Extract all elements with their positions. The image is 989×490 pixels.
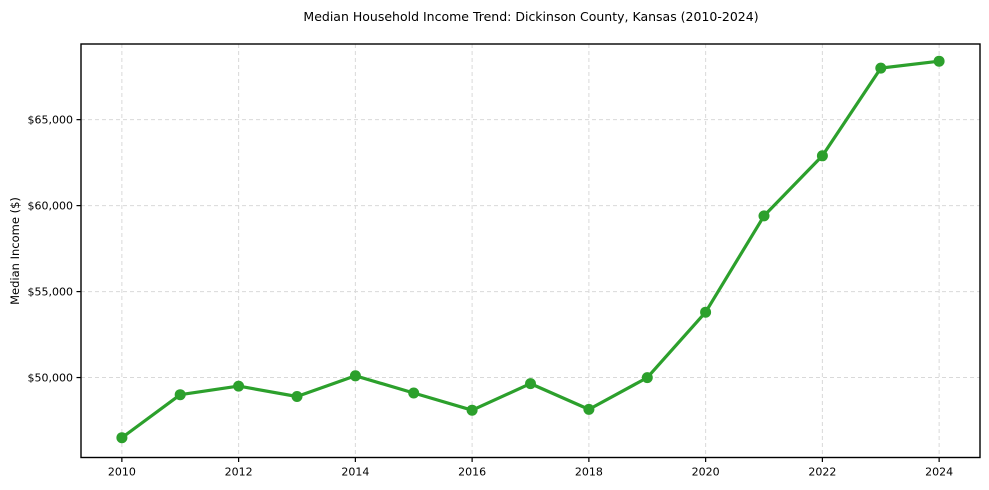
x-tick-label: 2024 <box>925 466 953 479</box>
grid-lines <box>81 44 980 458</box>
data-point-2012 <box>233 380 245 392</box>
data-point-2010 <box>116 432 128 444</box>
x-tick-label: 2020 <box>692 466 720 479</box>
x-tick-label: 2022 <box>808 466 836 479</box>
data-point-2017 <box>525 378 536 390</box>
data-point-2013 <box>291 391 303 402</box>
data-point-2021 <box>758 210 770 222</box>
data-point-2020 <box>700 306 712 318</box>
x-axis: 2010 2012 2014 2016 2018 2020 2022 2024 <box>108 457 953 479</box>
y-tick-label: $55,000 <box>28 286 74 299</box>
y-tick-label: $50,000 <box>28 372 74 385</box>
x-tick-label: 2018 <box>575 466 603 479</box>
plot-border <box>80 43 981 459</box>
data-point-2015 <box>408 387 420 399</box>
y-tick-label: $65,000 <box>28 114 74 127</box>
data-point-2024 <box>933 55 945 67</box>
x-tick-label: 2010 <box>108 466 136 479</box>
data-point-2018 <box>583 403 595 415</box>
chart-title: Median Household Income Trend: Dickinson… <box>303 9 759 24</box>
x-tick-label: 2016 <box>458 466 486 479</box>
data-points <box>116 55 945 444</box>
data-point-2011 <box>174 389 186 401</box>
data-point-2016 <box>466 404 478 416</box>
x-tick-label: 2014 <box>341 466 369 479</box>
y-axis: $50,000 $55,000 $60,000 $65,000 <box>28 114 81 385</box>
data-point-2014 <box>349 370 361 382</box>
data-point-2022 <box>816 150 828 162</box>
data-point-2023 <box>875 62 887 74</box>
data-point-2019 <box>641 372 653 384</box>
y-tick-label: $60,000 <box>28 200 74 213</box>
x-tick-label: 2012 <box>225 466 253 479</box>
